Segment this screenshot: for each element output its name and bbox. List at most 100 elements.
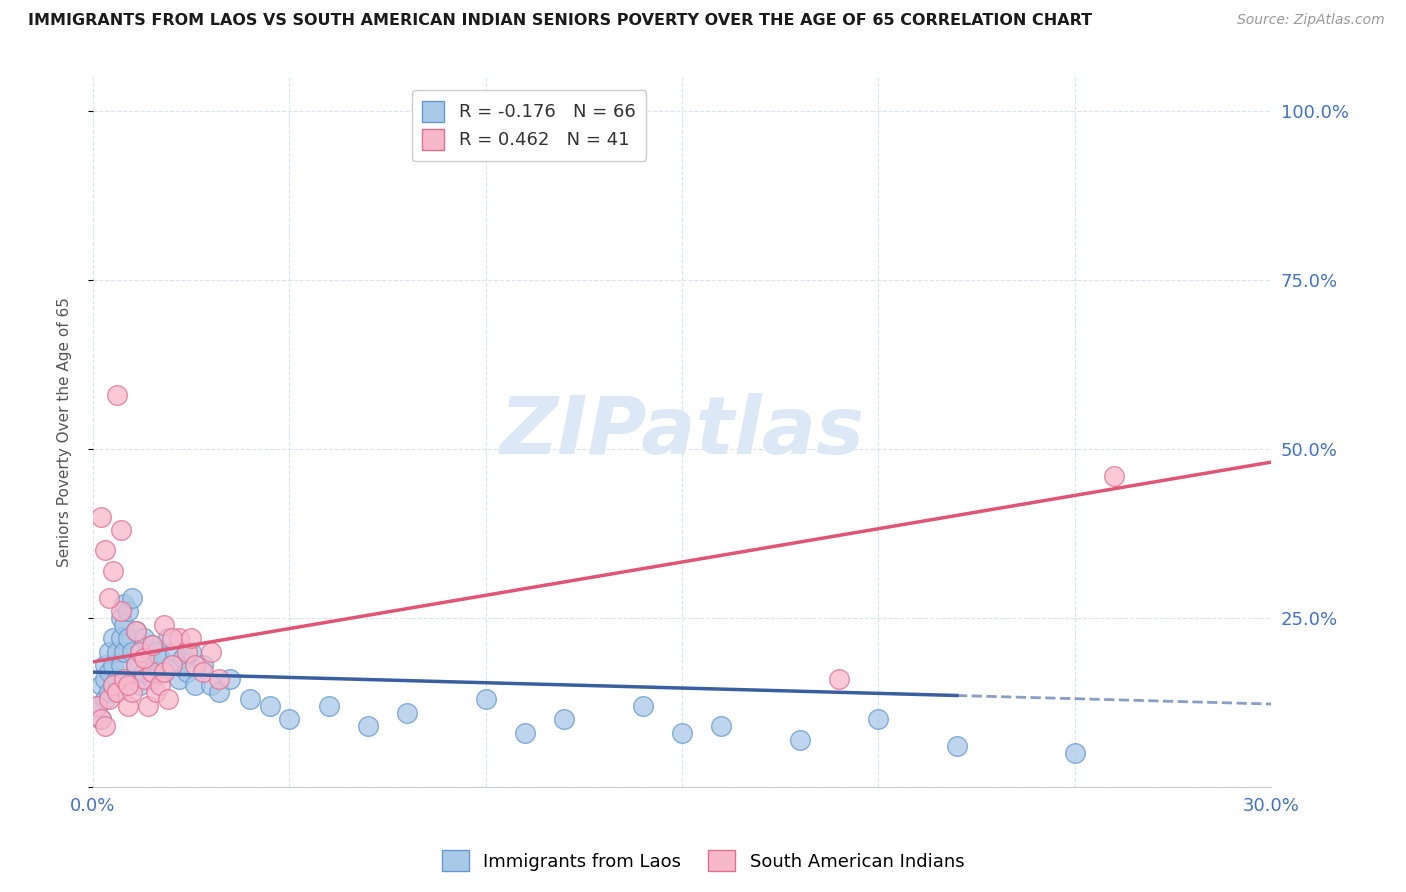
Point	[152, 665, 174, 679]
Point	[112, 645, 135, 659]
Point	[121, 645, 143, 659]
Text: ZIPatlas: ZIPatlas	[499, 393, 865, 471]
Point	[219, 672, 242, 686]
Point	[121, 685, 143, 699]
Point	[94, 719, 117, 733]
Point	[132, 631, 155, 645]
Point	[160, 658, 183, 673]
Point	[86, 698, 108, 713]
Point	[1063, 746, 1085, 760]
Point	[671, 726, 693, 740]
Point	[156, 631, 179, 645]
Point	[112, 617, 135, 632]
Legend: Immigrants from Laos, South American Indians: Immigrants from Laos, South American Ind…	[434, 843, 972, 879]
Point	[200, 678, 222, 692]
Point	[117, 604, 139, 618]
Point	[125, 658, 148, 673]
Point	[631, 698, 654, 713]
Point	[121, 591, 143, 605]
Point	[132, 672, 155, 686]
Point	[278, 712, 301, 726]
Point	[105, 685, 128, 699]
Point	[129, 645, 152, 659]
Point	[149, 678, 172, 692]
Point	[117, 631, 139, 645]
Point	[94, 658, 117, 673]
Point	[136, 698, 159, 713]
Point	[97, 665, 120, 679]
Point	[105, 645, 128, 659]
Point	[156, 692, 179, 706]
Point	[513, 726, 536, 740]
Point	[105, 685, 128, 699]
Point	[160, 631, 183, 645]
Point	[160, 658, 183, 673]
Point	[94, 672, 117, 686]
Point	[184, 658, 207, 673]
Point	[94, 543, 117, 558]
Point	[121, 672, 143, 686]
Point	[117, 698, 139, 713]
Point	[145, 645, 167, 659]
Point	[149, 651, 172, 665]
Point	[94, 692, 117, 706]
Point	[105, 388, 128, 402]
Point	[101, 658, 124, 673]
Point	[145, 685, 167, 699]
Point	[101, 564, 124, 578]
Point	[136, 651, 159, 665]
Point	[169, 631, 191, 645]
Point	[132, 651, 155, 665]
Point	[141, 638, 163, 652]
Point	[176, 645, 198, 659]
Point	[97, 685, 120, 699]
Point	[125, 658, 148, 673]
Point	[396, 706, 419, 720]
Point	[125, 624, 148, 639]
Point	[90, 712, 112, 726]
Point	[112, 598, 135, 612]
Point	[86, 698, 108, 713]
Point	[172, 651, 194, 665]
Point	[176, 665, 198, 679]
Point	[180, 645, 202, 659]
Point	[141, 672, 163, 686]
Point	[169, 672, 191, 686]
Point	[132, 665, 155, 679]
Point	[101, 631, 124, 645]
Point	[208, 672, 231, 686]
Point	[110, 631, 132, 645]
Point	[101, 678, 124, 692]
Point	[868, 712, 890, 726]
Point	[239, 692, 262, 706]
Point	[946, 739, 969, 754]
Point	[90, 678, 112, 692]
Point	[112, 672, 135, 686]
Point	[129, 678, 152, 692]
Point	[110, 523, 132, 537]
Point	[110, 658, 132, 673]
Legend: R = -0.176   N = 66, R = 0.462   N = 41: R = -0.176 N = 66, R = 0.462 N = 41	[412, 90, 647, 161]
Point	[474, 692, 496, 706]
Point	[97, 591, 120, 605]
Point	[191, 658, 214, 673]
Point	[200, 645, 222, 659]
Point	[1102, 469, 1125, 483]
Text: IMMIGRANTS FROM LAOS VS SOUTH AMERICAN INDIAN SENIORS POVERTY OVER THE AGE OF 65: IMMIGRANTS FROM LAOS VS SOUTH AMERICAN I…	[28, 13, 1092, 29]
Point	[105, 672, 128, 686]
Point	[110, 604, 132, 618]
Text: Source: ZipAtlas.com: Source: ZipAtlas.com	[1237, 13, 1385, 28]
Point	[191, 665, 214, 679]
Point	[710, 719, 733, 733]
Point	[318, 698, 340, 713]
Point	[101, 678, 124, 692]
Point	[97, 645, 120, 659]
Point	[789, 732, 811, 747]
Point	[129, 645, 152, 659]
Point	[180, 631, 202, 645]
Point	[165, 645, 187, 659]
Point	[90, 509, 112, 524]
Point	[125, 624, 148, 639]
Point	[110, 611, 132, 625]
Y-axis label: Seniors Poverty Over the Age of 65: Seniors Poverty Over the Age of 65	[58, 297, 72, 567]
